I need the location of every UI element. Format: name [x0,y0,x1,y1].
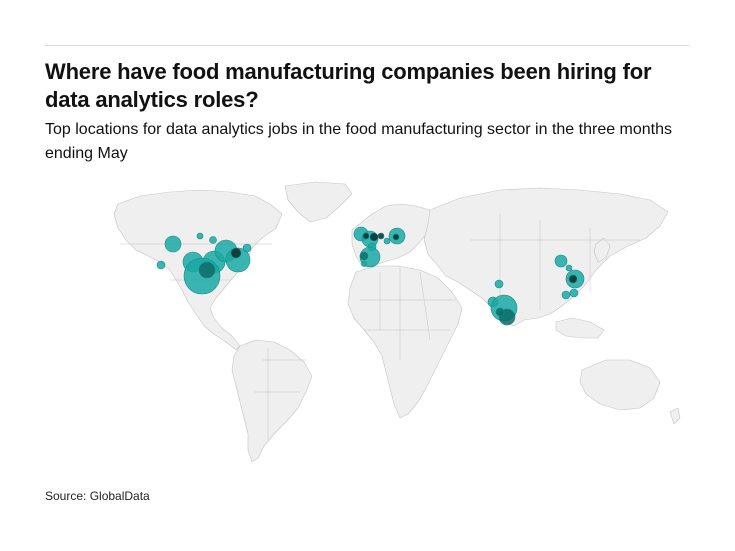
greenland-shape [284,181,353,223]
bubble [561,290,571,300]
bubble [569,288,579,298]
top-divider [45,45,690,46]
bubble [196,232,204,240]
africa-shape [347,265,463,419]
bubble [230,247,242,259]
bubble [361,261,367,267]
bubble [495,307,505,317]
bubble [242,243,252,253]
bubble [554,254,568,268]
bubble [164,235,182,253]
bubble [369,232,379,242]
australia-shape [579,359,661,411]
new-zealand-shape [669,407,681,425]
source-note: Source: GlobalData [45,489,150,503]
south-america-shape [231,339,313,463]
bubble [568,274,578,284]
bubble-region-eastern-north-america [214,239,252,273]
country-borders [120,214,640,440]
bubble-region-east-asia [554,254,585,300]
southeast-asia-islands-shape [555,317,605,339]
bubble [359,251,369,261]
chart-title: Where have food manufacturing companies … [45,59,652,112]
bubble [383,237,391,245]
bubble [209,236,217,244]
bubble-region-central-europe [383,227,406,245]
bubble-region-south-asia [487,279,518,326]
bubble [198,261,216,279]
land-masses [113,181,681,463]
bubble [156,260,166,270]
chart-subtitle: Top locations for data analytics jobs in… [45,121,673,162]
bubble-region-iberia [359,246,381,268]
asia-shape [423,187,669,327]
bubble [494,279,504,289]
bubble [362,232,370,240]
bubble [377,232,385,240]
bubble-region-southern-united-states [183,257,221,295]
bubble [565,264,573,272]
hiring-bubbles [156,226,585,326]
japan-shape [593,237,611,263]
bubble-region-western-north-america [156,235,182,270]
bubble [392,233,400,241]
